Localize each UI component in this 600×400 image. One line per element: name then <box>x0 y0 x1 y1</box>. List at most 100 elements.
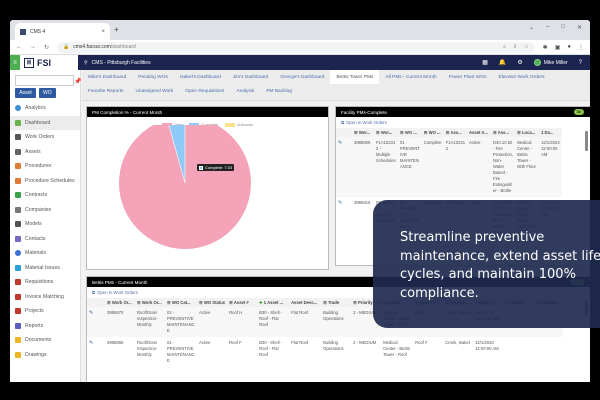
tab-unassigned-work[interactable]: Unassigned Work <box>135 88 174 94</box>
edit-pencil-icon[interactable]: ✎ <box>338 140 343 146</box>
col-header[interactable]: ☰ WO ... <box>398 128 422 137</box>
sidebar-item-procedures[interactable]: Procedures <box>10 159 80 174</box>
sidebar-item-dashboard[interactable]: Dashboard <box>10 115 80 130</box>
sidebar-item-analytics[interactable]: Analytics <box>10 101 80 116</box>
tab-isabels-dashboard[interactable]: Isabel's Dashboard <box>179 74 221 80</box>
asset-button[interactable]: Asset <box>15 88 36 98</box>
share-icon[interactable]: ⇪ <box>512 44 518 50</box>
sidebar-item-materials[interactable]: Materials <box>10 246 80 261</box>
browser-tab[interactable]: CMS 4 × <box>15 23 110 40</box>
col-header[interactable]: ☰ Ass... <box>443 128 468 137</box>
tab-bettis-tower-pms[interactable]: Bettis Tower PMs <box>330 70 380 84</box>
tab-open-requisitions[interactable]: Open Requisitions <box>185 88 225 94</box>
pin-icon[interactable]: 📌 <box>74 79 82 85</box>
close-window-icon[interactable]: ✕ <box>576 25 582 31</box>
col-header[interactable]: Asset A... <box>467 128 492 137</box>
user-menu[interactable]: Mike Miller <box>533 59 568 66</box>
back-icon[interactable]: ← <box>16 44 22 50</box>
extensions-icon[interactable]: ✱ <box>542 44 548 51</box>
sidebar-item-contracts[interactable]: Contracts <box>10 188 80 203</box>
url-host: cms4.facsur.com <box>73 44 111 50</box>
sidebar-item-models[interactable]: Models <box>10 217 80 232</box>
new-tab-icon[interactable]: + <box>114 25 119 34</box>
col-header[interactable]: ☰ Work Or... <box>105 298 135 307</box>
col-header[interactable]: ☰ WO Status <box>197 298 228 307</box>
tab-analysis[interactable]: Analysis <box>236 88 255 94</box>
url-input[interactable]: 🔒 cms4.facsur.com/dashboard ⌕ ⇪ ☆ <box>57 41 535 53</box>
help-icon[interactable]: ? <box>578 59 582 66</box>
projects-icon <box>15 308 21 315</box>
col-header[interactable]: ✚ 1 Asset ... <box>257 298 290 307</box>
sidebar-item-invoice-matching[interactable]: Invoice Matching <box>10 290 80 305</box>
close-tab-icon[interactable]: × <box>101 28 105 35</box>
col-header[interactable]: ☰ WO Cat... <box>165 298 197 307</box>
sidebar-item-procedure-schedules[interactable]: Procedure Schedules <box>10 174 80 189</box>
col-header[interactable]: ☰ Wor... <box>374 128 398 137</box>
col-header[interactable]: ☰ Priority <box>351 298 382 307</box>
col-header[interactable]: ☰ Ass... <box>491 128 516 137</box>
sidebar-menu: Analytics Dashboard Work Orders Assets P… <box>10 101 80 362</box>
open-icon: ⧉ <box>341 120 345 125</box>
table-row[interactable]: ✎ 3985865 Roof/Drain Inspection-Monthly … <box>89 340 499 363</box>
forward-icon[interactable]: → <box>30 44 36 50</box>
col-header[interactable]: Asset Desc... <box>289 298 322 307</box>
bookmark-star-icon[interactable]: ☆ <box>524 44 529 50</box>
profile-icon[interactable]: ● <box>567 44 571 50</box>
sidebar-item-reports[interactable]: Reports <box>10 319 80 334</box>
col-header[interactable]: ☰ Work Or... <box>135 298 165 307</box>
legend-unknown[interactable]: Unknown <box>224 122 253 127</box>
tab-all-pms-current-month[interactable]: All PMs - Current Month <box>385 74 437 80</box>
bell-icon[interactable]: 🔔 <box>498 60 507 66</box>
tab-favorite-reports[interactable]: Favorite Reports <box>88 88 124 94</box>
tab-power-plant-wos[interactable]: Power Plant WOs <box>448 74 487 80</box>
col-header[interactable]: ☰ Loca... <box>515 128 540 137</box>
minimize-icon[interactable]: – <box>546 24 550 30</box>
tab-jims-dashboard[interactable]: Jim's Dashboard <box>232 74 269 80</box>
browser-menu-icon[interactable]: ⋮ <box>578 44 584 51</box>
sidebar-item-projects[interactable]: Projects <box>10 304 80 319</box>
sidebar-item-assets[interactable]: Assets <box>10 145 80 160</box>
tab-pm-backlog[interactable]: PM Backlog <box>266 88 292 94</box>
sidebar-item-documents[interactable]: Documents <box>10 333 80 348</box>
fsi-logo[interactable]: 目 FSI <box>20 55 78 70</box>
location-selector[interactable]: ⚲ CMS - Pittsburgh Facilities <box>84 60 151 66</box>
menu-toggle-icon[interactable]: ≡ <box>10 55 20 70</box>
tab-pending-wos[interactable]: Pending WOs <box>138 74 168 80</box>
sidebar-item-contacts[interactable]: Contacts <box>10 232 80 247</box>
zoom-icon[interactable]: ⌕ <box>503 44 506 50</box>
edit-pencil-icon[interactable]: ✎ <box>89 310 94 316</box>
wo-button[interactable]: WO <box>39 88 56 98</box>
window-controls: ⌄ – □ ✕ <box>529 24 582 31</box>
col-header[interactable]: ☰ Wor... <box>352 128 374 137</box>
sidebar-item-work-orders[interactable]: Work Orders <box>10 130 80 145</box>
pie-chart[interactable] <box>87 125 330 265</box>
open-in-work-orders-link[interactable]: ⧉ Open In Work Orders <box>341 120 387 125</box>
sidebar-item-requisitions[interactable]: Requisitions <box>10 275 80 290</box>
side-panel-icon[interactable]: ▣ <box>554 44 561 51</box>
sidebar-item-companies[interactable]: Companies <box>10 203 80 218</box>
calendar-icon <box>15 177 21 184</box>
col-header[interactable]: ☰ Trade <box>321 298 352 307</box>
sidebar-item-drawings[interactable]: Drawings <box>10 348 80 363</box>
col-header[interactable]: 1 Da... <box>539 128 562 137</box>
table-row[interactable]: ✎ 3985870 Roof/Drain Inspection-Monthly … <box>87 307 564 337</box>
table-row[interactable]: ✎ 3985809 F1A10231 2 - Multiple Schedule… <box>336 137 562 197</box>
tab-search-icon[interactable]: ⌄ <box>528 25 534 31</box>
drawings-icon <box>15 351 21 358</box>
edit-pencil-icon[interactable]: ✎ <box>338 200 343 206</box>
reload-icon[interactable]: ↻ <box>44 44 50 51</box>
sidebar: 📌 Asset WO Analytics Dashboard Work Orde… <box>10 70 81 382</box>
gear-icon[interactable]: ⚙ <box>517 60 523 66</box>
tab-mikes-dashboard[interactable]: Mike's Dashboard <box>88 74 127 80</box>
maximize-icon[interactable]: □ <box>561 24 565 30</box>
sidebar-search-input[interactable] <box>15 75 74 86</box>
grid-icon[interactable]: ▦ <box>482 60 488 66</box>
scrollbar[interactable] <box>585 131 588 151</box>
col-header[interactable]: ☰ WO ... <box>421 128 444 137</box>
edit-pencil-icon[interactable]: ✎ <box>89 340 94 346</box>
col-header[interactable]: ☰ Asset # <box>227 298 258 307</box>
tab-elevator-work-orders[interactable]: Elevator Work Orders <box>498 74 545 80</box>
open-in-work-orders-link[interactable]: ⧉ Open In Work Orders <box>92 290 138 295</box>
sidebar-item-material-issues[interactable]: Material Issues <box>10 261 80 276</box>
tab-georges-dashboard[interactable]: George's Dashboard <box>280 74 325 80</box>
